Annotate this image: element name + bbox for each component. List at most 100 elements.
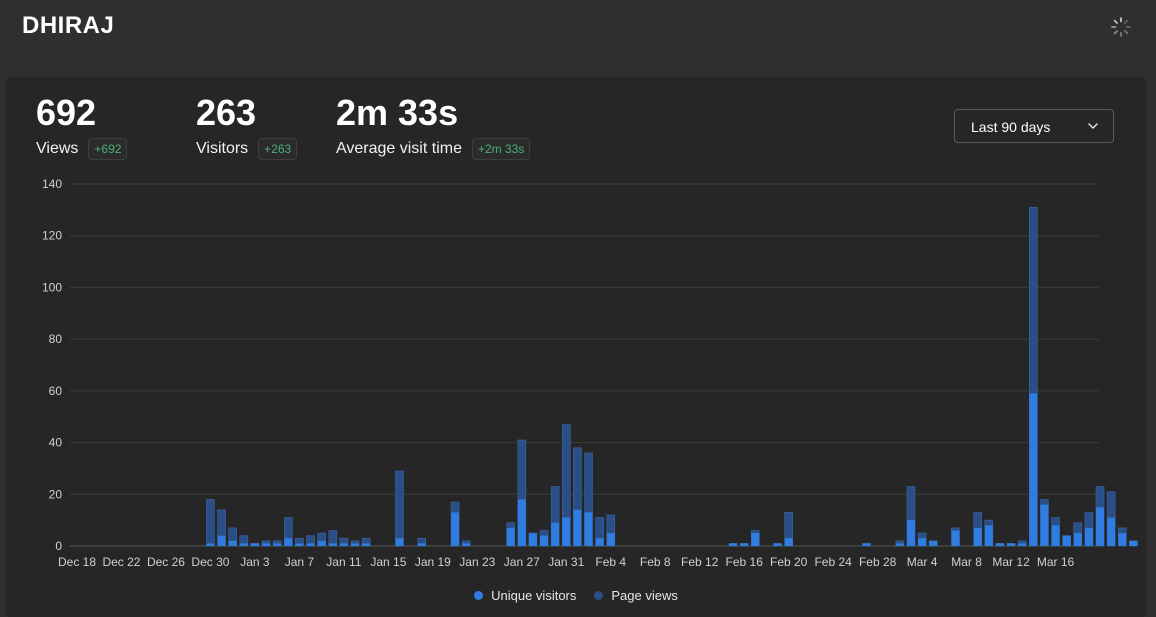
bar-unique-visitors <box>451 512 460 546</box>
views-label: Views <box>36 140 79 157</box>
y-tick-label: 0 <box>55 539 62 553</box>
bar-unique-visitors <box>995 543 1004 546</box>
legend-pageviews-swatch <box>594 591 604 600</box>
y-tick-label: 120 <box>42 229 62 243</box>
legend-visitors-label: Unique visitors <box>491 588 577 603</box>
bar-page-views <box>395 470 404 547</box>
legend-pageviews-label: Page views <box>611 588 678 603</box>
x-tick-label: Jan 11 <box>326 555 361 569</box>
bar-unique-visitors <box>395 538 404 546</box>
bar-unique-visitors <box>1040 504 1049 546</box>
legend-unique-visitors[interactable]: Unique visitors <box>474 588 576 603</box>
x-tick-label: Mar 12 <box>992 555 1030 569</box>
bar-unique-visitors <box>295 543 304 546</box>
x-tick-label: Feb 16 <box>726 555 764 569</box>
bar-unique-visitors <box>217 535 226 546</box>
legend-page-views[interactable]: Page views <box>594 588 678 603</box>
x-tick-label: Feb 20 <box>770 555 808 569</box>
bar-unique-visitors <box>328 543 337 546</box>
bar-unique-visitors <box>1129 540 1138 546</box>
y-tick-label: 80 <box>49 332 63 346</box>
y-tick-label: 40 <box>49 436 63 450</box>
x-tick-label: Jan 27 <box>504 555 540 569</box>
views-change-badge: +692 <box>88 138 128 160</box>
bar-unique-visitors <box>551 522 560 546</box>
date-range-value: Last 90 days <box>971 119 1051 135</box>
bar-unique-visitors <box>606 533 615 546</box>
bar-unique-visitors <box>918 538 927 546</box>
visit-time-label: Average visit time <box>336 140 462 157</box>
x-tick-label: Feb 8 <box>640 555 671 569</box>
x-tick-label: Dec 18 <box>58 555 96 569</box>
x-tick-label: Jan 7 <box>285 555 315 569</box>
site-title: DHIRAJ <box>22 12 115 39</box>
bar-unique-visitors <box>1118 533 1127 546</box>
metric-views: 692 Views +692 <box>36 91 128 160</box>
bar-unique-visitors <box>784 538 793 546</box>
visitors-change-badge: +263 <box>258 138 298 160</box>
bar-unique-visitors <box>239 543 248 546</box>
bar-unique-visitors <box>573 509 582 546</box>
x-tick-label: Mar 8 <box>951 555 982 569</box>
x-tick-label: Jan 3 <box>240 555 270 569</box>
bar-unique-visitors <box>317 540 326 546</box>
bar-unique-visitors <box>1051 525 1060 546</box>
legend-visitors-swatch <box>474 591 484 600</box>
x-tick-label: Dec 30 <box>191 555 229 569</box>
bar-unique-visitors <box>929 540 938 546</box>
spinner-icon <box>1111 17 1131 37</box>
x-tick-label: Jan 19 <box>415 555 451 569</box>
bar-unique-visitors <box>751 533 760 546</box>
bar-unique-visitors <box>462 543 471 546</box>
bar-unique-visitors <box>984 525 993 546</box>
bar-unique-visitors <box>528 533 537 546</box>
bar-page-views <box>206 499 215 547</box>
bar-unique-visitors <box>862 543 871 546</box>
x-tick-label: Mar 4 <box>907 555 938 569</box>
visit-time-value: 2m 33s <box>336 92 459 133</box>
bar-unique-visitors <box>1018 543 1027 546</box>
bar-unique-visitors <box>351 543 359 546</box>
top-bar: DHIRAJ <box>0 0 1156 60</box>
x-tick-label: Feb 12 <box>681 555 719 569</box>
bar-unique-visitors <box>517 499 526 546</box>
bar-unique-visitors <box>228 540 237 546</box>
x-tick-label: Dec 22 <box>102 555 140 569</box>
visitors-value: 263 <box>196 92 257 133</box>
bar-unique-visitors <box>895 543 904 546</box>
bar-unique-visitors <box>306 543 315 546</box>
x-tick-label: Feb 24 <box>814 555 852 569</box>
metric-visit-time: 2m 33s Average visit time +2m 33s <box>336 91 531 160</box>
chart-legend: Unique visitors Page views <box>6 588 1146 603</box>
bar-unique-visitors <box>1107 517 1116 546</box>
visitors-label: Visitors <box>196 140 249 157</box>
x-tick-label: Dec 26 <box>147 555 185 569</box>
bar-unique-visitors <box>262 543 271 546</box>
bar-unique-visitors <box>729 543 738 546</box>
chevron-down-icon <box>1088 123 1098 129</box>
bar-unique-visitors <box>1007 543 1016 546</box>
bar-unique-visitors <box>1084 527 1093 546</box>
bar-unique-visitors <box>973 527 982 546</box>
x-tick-label: Jan 31 <box>548 555 584 569</box>
bar-unique-visitors <box>206 543 215 546</box>
bar-unique-visitors <box>284 538 293 546</box>
bar-unique-visitors <box>773 543 782 546</box>
bar-unique-visitors <box>1073 533 1082 546</box>
y-tick-label: 100 <box>42 280 62 294</box>
bar-unique-visitors <box>273 543 282 546</box>
bar-unique-visitors <box>740 543 749 546</box>
bar-unique-visitors <box>417 543 426 546</box>
views-value: 692 <box>36 92 97 133</box>
x-tick-label: Jan 23 <box>459 555 495 569</box>
bar-unique-visitors <box>907 520 915 546</box>
y-tick-label: 60 <box>49 384 63 398</box>
y-tick-label: 20 <box>49 487 63 501</box>
bar-unique-visitors <box>584 512 593 546</box>
bar-unique-visitors <box>951 530 960 546</box>
x-tick-label: Mar 16 <box>1037 555 1075 569</box>
stats-panel: 692 Views +692 263 Visitors +263 2m 33s … <box>6 77 1146 617</box>
date-range-select[interactable]: Last 90 days <box>954 109 1114 143</box>
bar-unique-visitors <box>250 543 259 546</box>
bar-unique-visitors <box>506 527 515 546</box>
